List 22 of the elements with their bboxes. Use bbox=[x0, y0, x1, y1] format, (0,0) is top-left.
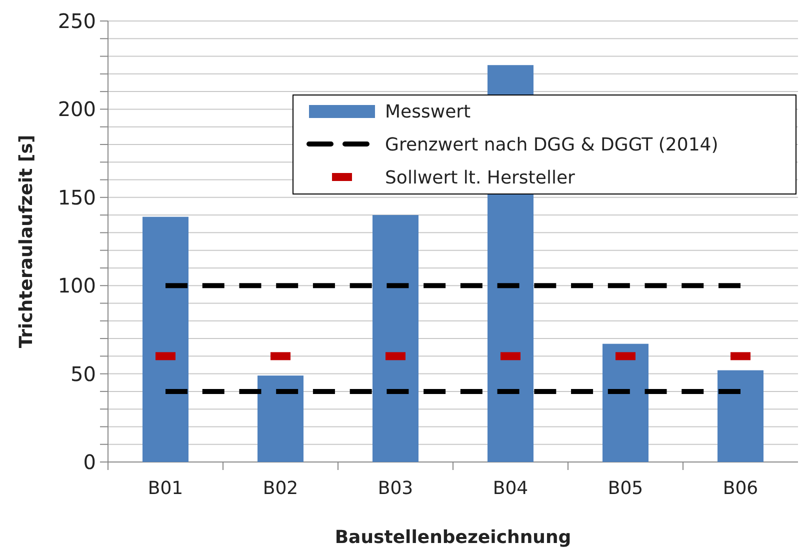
y-tick-label: 100 bbox=[58, 274, 96, 298]
y-tick-label: 0 bbox=[83, 450, 96, 474]
bar bbox=[602, 344, 648, 462]
legend-label: Grenzwert nach DGG & DGGT (2014) bbox=[385, 134, 718, 156]
bar bbox=[718, 370, 764, 462]
legend-label: Messwert bbox=[385, 101, 471, 122]
y-tick-label: 50 bbox=[70, 362, 96, 386]
x-tick-label: B03 bbox=[378, 478, 414, 499]
x-tick-label: B06 bbox=[722, 478, 758, 499]
bar bbox=[142, 216, 188, 462]
y-tick-label: 200 bbox=[58, 97, 96, 122]
bar bbox=[372, 215, 418, 462]
y-tick-label: 150 bbox=[58, 185, 96, 210]
legend-label: Sollwert lt. Hersteller bbox=[385, 167, 576, 188]
y-axis-title: Trichteraulaufzeit [s] bbox=[16, 134, 37, 348]
x-tick-label: B01 bbox=[148, 478, 184, 499]
x-tick-label: B02 bbox=[262, 478, 298, 499]
x-axis-title: Baustellenbezeichnung bbox=[334, 527, 572, 548]
bar bbox=[258, 376, 304, 462]
x-tick-label: B04 bbox=[492, 478, 528, 499]
y-tick-label: 250 bbox=[58, 9, 96, 33]
x-tick-label: B05 bbox=[608, 478, 644, 499]
